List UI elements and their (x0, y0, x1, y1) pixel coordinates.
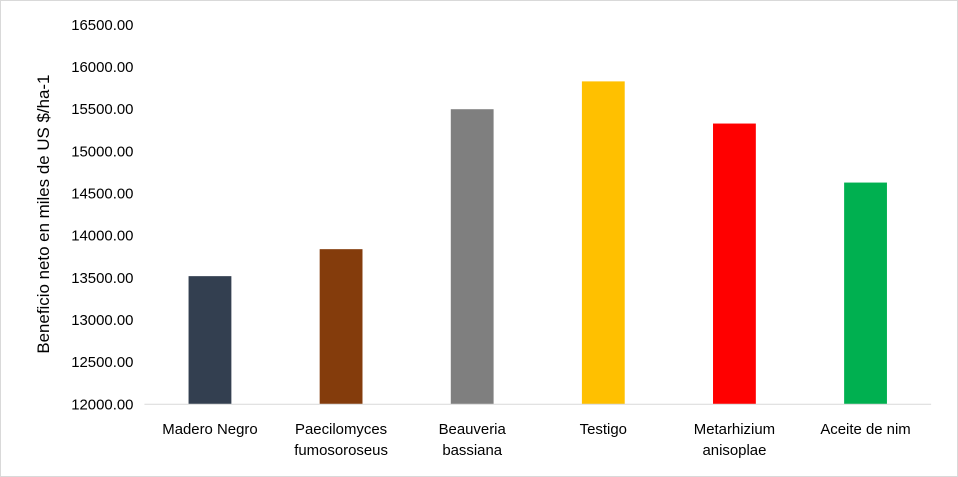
bar (844, 182, 887, 405)
x-category-label: Madero Negro (162, 421, 257, 438)
x-category-label: Metarhizium (694, 421, 775, 438)
bar (713, 123, 756, 405)
bar (319, 249, 363, 405)
y-tick-label: 16000.00 (71, 59, 133, 76)
y-tick-label: 14500.00 (71, 186, 133, 203)
x-category-label: anisoplae (702, 442, 766, 459)
y-tick-label: 12000.00 (71, 396, 133, 413)
x-axis-labels: Madero Negro Paecilomyces fumosoroseus Beau… (162, 421, 910, 459)
y-tick-label: 14000.00 (71, 228, 133, 245)
y-tick-label: 15500.00 (71, 101, 133, 118)
x-category-label: Beauveria (439, 421, 507, 438)
y-tick-label: 13000.00 (71, 312, 133, 329)
bar (188, 276, 232, 405)
bars (188, 81, 887, 405)
x-category-label: Testigo (580, 421, 627, 438)
x-category-label: fumosoroseus (294, 442, 388, 459)
y-axis-ticks: 12000.00 12500.00 13000.00 13500.00 14000.00… (71, 17, 133, 413)
x-category-label: Paecilomyces (295, 421, 387, 438)
y-tick-label: 13500.00 (71, 270, 133, 287)
x-category-label: bassiana (442, 442, 502, 459)
y-axis-title: Beneficio neto en miles de US $/ha-1 (34, 75, 53, 354)
y-tick-label: 16500.00 (71, 17, 133, 34)
x-category-label: Aceite de nim (820, 421, 910, 438)
bar (450, 109, 494, 405)
y-tick-label: 12500.00 (71, 354, 133, 371)
y-tick-label: 15000.00 (71, 143, 133, 160)
bar (581, 81, 625, 405)
